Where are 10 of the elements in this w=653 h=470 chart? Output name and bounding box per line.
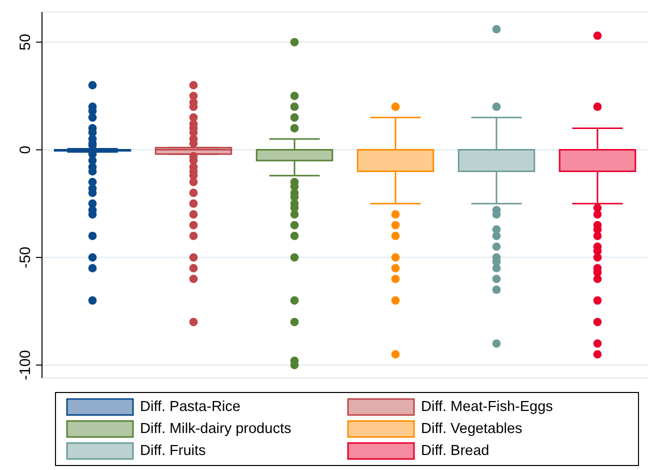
legend-label: Diff. Bread <box>421 443 490 459</box>
y-tick-label: -100 <box>17 350 34 380</box>
y-tick-label: 0 <box>17 146 34 154</box>
y-tick-label: -50 <box>17 246 34 268</box>
legend-label: Diff. Milk-dairy products <box>140 421 292 437</box>
legend-label: Diff. Fruits <box>140 443 206 459</box>
y-tick-label: 50 <box>17 34 34 50</box>
legend-label: Diff. Vegetables <box>421 421 522 437</box>
legend-label: Diff. Meat-Fish-Eggs <box>421 399 553 415</box>
legend-label: Diff. Pasta-Rice <box>140 399 240 415</box>
